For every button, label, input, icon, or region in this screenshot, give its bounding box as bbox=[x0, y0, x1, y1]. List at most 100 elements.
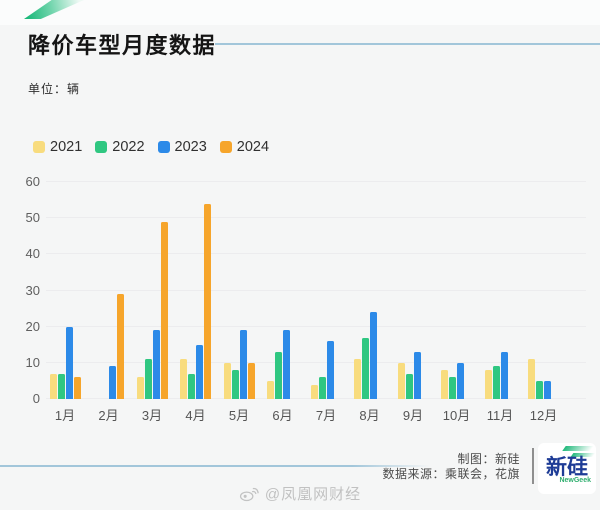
x-tick-10月: 10月 bbox=[442, 408, 471, 423]
bar-2023-10月 bbox=[457, 362, 464, 399]
logo-sub-text: NewGeek bbox=[559, 477, 591, 484]
footer-divider bbox=[532, 448, 534, 484]
plot-area bbox=[46, 181, 586, 399]
bar-group-7月 bbox=[310, 182, 342, 399]
bar-2024-4月 bbox=[204, 203, 211, 399]
bar-group-3月 bbox=[136, 182, 168, 399]
legend-label-2021: 2021 bbox=[50, 139, 83, 155]
bar-2024-3月 bbox=[160, 221, 168, 399]
bar-2022-8月 bbox=[362, 337, 369, 399]
bar-group-11月 bbox=[484, 182, 516, 399]
bar-2021-10月 bbox=[441, 370, 448, 399]
newgeek-logo: 新硅 NewGeek bbox=[538, 443, 596, 494]
bar-group-12月 bbox=[528, 182, 559, 399]
x-tick-2月: 2月 bbox=[98, 408, 119, 423]
bar-2024-1月 bbox=[73, 377, 81, 399]
y-tick-60: 60 bbox=[25, 174, 40, 189]
bar-2024-2月 bbox=[117, 294, 124, 399]
bar-2023-9月 bbox=[413, 351, 421, 399]
page-title: 降价车型月度数据 bbox=[28, 33, 217, 58]
legend-label-2024: 2024 bbox=[236, 139, 270, 155]
bar-2023-11月 bbox=[500, 351, 508, 399]
bar-2023-5月 bbox=[239, 330, 247, 399]
top-strip bbox=[0, 0, 600, 25]
footer-credits: 制图：新硅 数据来源：乘联会，花旗 bbox=[382, 452, 520, 482]
legend-item-2023: 2023 bbox=[157, 139, 207, 155]
credit-line: 制图：新硅 bbox=[457, 452, 520, 466]
bar-2024-5月 bbox=[247, 362, 255, 399]
bar-2023-3月 bbox=[152, 330, 160, 399]
x-tick-8月: 8月 bbox=[359, 408, 380, 423]
bar-2021-3月 bbox=[136, 377, 144, 399]
bar-2022-7月 bbox=[318, 377, 326, 399]
bar-group-1月 bbox=[49, 182, 81, 399]
bar-group-9月 bbox=[397, 182, 429, 399]
source-line: 数据来源：乘联会，花旗 bbox=[382, 467, 520, 481]
bar-2023-6月 bbox=[283, 330, 290, 399]
bar-2023-4月 bbox=[196, 344, 203, 399]
bar-2023-8月 bbox=[370, 312, 377, 399]
bar-2022-10月 bbox=[449, 377, 456, 399]
bar-2023-2月 bbox=[109, 366, 116, 399]
gridline-10 bbox=[46, 361, 586, 363]
bar-2023-7月 bbox=[326, 341, 334, 399]
y-tick-40: 40 bbox=[25, 246, 40, 262]
bar-2022-5月 bbox=[231, 370, 239, 399]
x-tick-5月: 5月 bbox=[228, 408, 250, 423]
bar-group-6月 bbox=[267, 182, 298, 399]
legend-swatch-2022 bbox=[95, 141, 108, 153]
bar-2023-1月 bbox=[65, 326, 73, 399]
bar-group-2月 bbox=[93, 182, 124, 399]
unit-label: 单位：辆 bbox=[28, 82, 81, 96]
bar-2022-1月 bbox=[57, 373, 65, 399]
bar-2021-7月 bbox=[310, 384, 318, 399]
x-tick-9月: 9月 bbox=[402, 408, 424, 423]
bar-group-5月 bbox=[223, 182, 255, 399]
legend-label-2022: 2022 bbox=[112, 139, 145, 155]
bar-2022-11月 bbox=[492, 366, 500, 399]
x-tick-6月: 6月 bbox=[272, 408, 293, 423]
bar-group-8月 bbox=[354, 182, 385, 399]
bar-2021-5月 bbox=[223, 362, 231, 399]
watermark: @凤凰网财经 bbox=[0, 483, 600, 504]
gridline-20 bbox=[46, 325, 586, 327]
y-tick-50: 50 bbox=[25, 210, 40, 226]
chart-legend: 2021 2022 2023 2024 bbox=[33, 139, 282, 155]
y-tick-0: 0 bbox=[32, 391, 40, 406]
legend-item-2024: 2024 bbox=[219, 139, 270, 155]
x-tick-12月: 12月 bbox=[529, 408, 558, 423]
bar-2022-3月 bbox=[144, 359, 152, 399]
legend-swatch-2024 bbox=[219, 141, 232, 153]
bar-group-10月 bbox=[441, 182, 472, 399]
bar-2022-4月 bbox=[188, 373, 195, 399]
bar-2022-6月 bbox=[275, 351, 282, 399]
title-accent-line bbox=[215, 43, 600, 45]
bar-group-4月 bbox=[180, 182, 211, 399]
legend-item-2021: 2021 bbox=[33, 139, 82, 155]
bar-2022-12月 bbox=[536, 380, 543, 399]
bar-2023-12月 bbox=[544, 380, 551, 399]
legend-label-2023: 2023 bbox=[174, 139, 207, 155]
legend-swatch-2023 bbox=[157, 141, 170, 153]
x-tick-11月: 11月 bbox=[486, 408, 514, 423]
y-tick-20: 20 bbox=[25, 318, 40, 334]
logo-main-text: 新硅 bbox=[546, 456, 588, 479]
bar-2021-8月 bbox=[354, 359, 361, 399]
x-tick-3月: 3月 bbox=[141, 408, 163, 423]
bar-2021-9月 bbox=[397, 362, 405, 399]
legend-swatch-2021 bbox=[33, 141, 45, 153]
bar-2021-4月 bbox=[180, 359, 187, 399]
y-tick-30: 30 bbox=[25, 282, 40, 298]
watermark-text: @凤凰网财经 bbox=[264, 486, 362, 503]
x-tick-1月: 1月 bbox=[54, 408, 76, 423]
footer-accent-line bbox=[0, 465, 430, 467]
gridline-40 bbox=[46, 253, 586, 255]
gridline-30 bbox=[46, 289, 586, 291]
bar-2022-9月 bbox=[405, 373, 413, 399]
bar-2021-6月 bbox=[267, 380, 274, 399]
x-tick-4月: 4月 bbox=[185, 408, 206, 423]
bar-2021-11月 bbox=[484, 370, 492, 399]
x-tick-7月: 7月 bbox=[315, 408, 337, 423]
